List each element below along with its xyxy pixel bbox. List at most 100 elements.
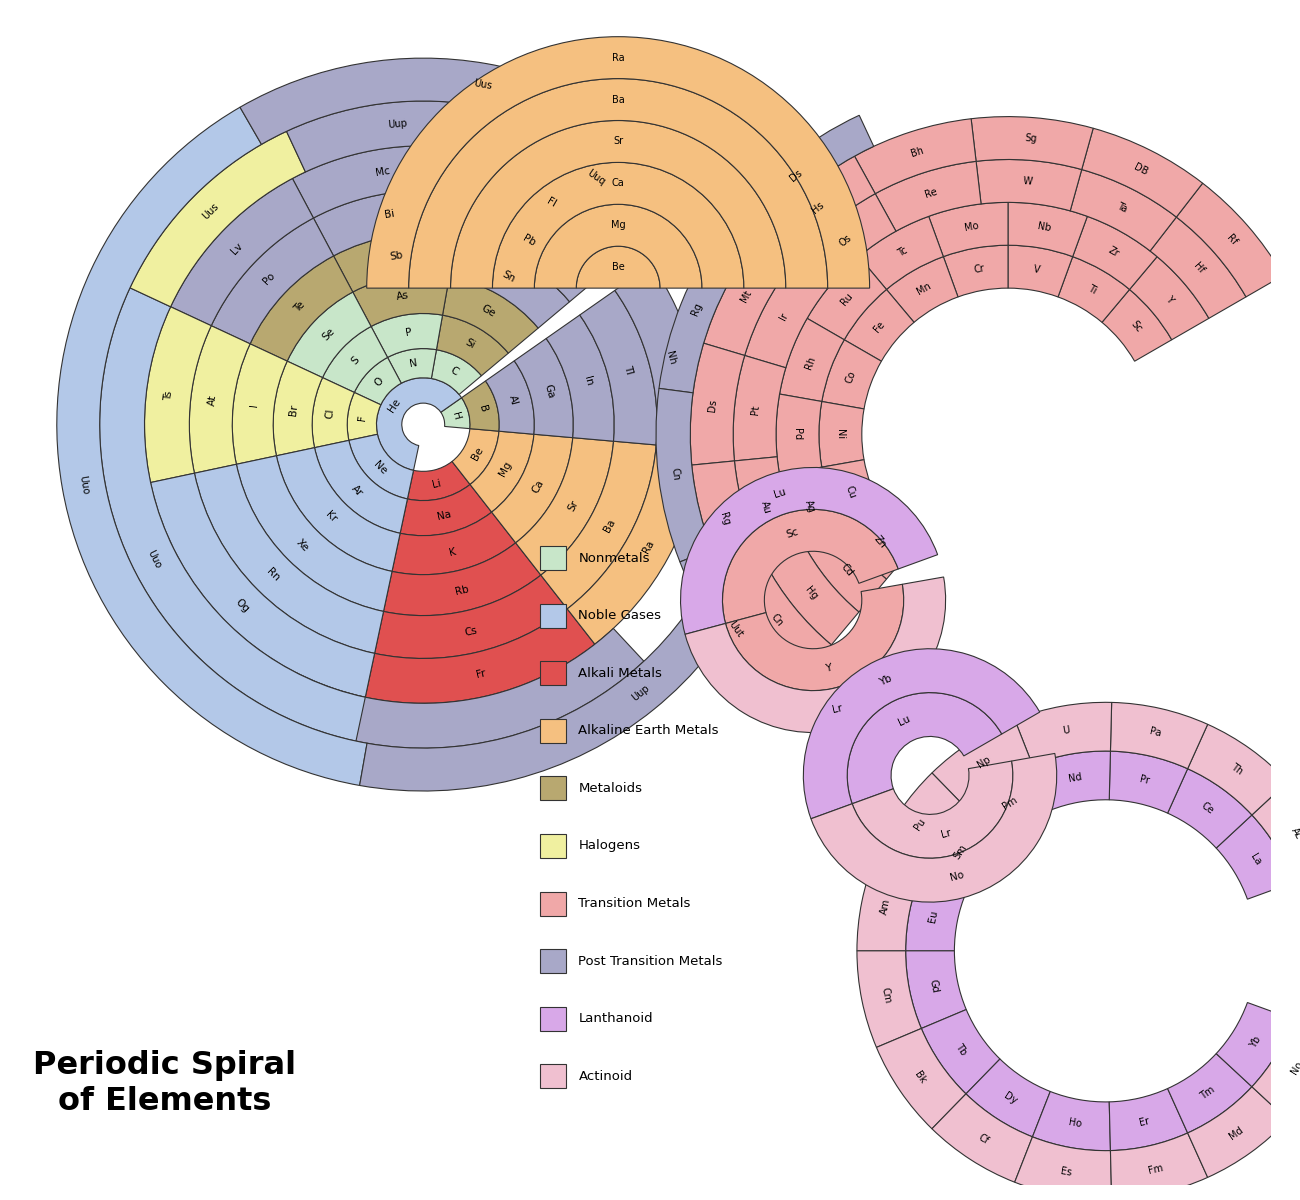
Text: Fe: Fe (872, 319, 887, 334)
Wedge shape (875, 161, 982, 232)
Wedge shape (723, 509, 898, 624)
Wedge shape (760, 156, 875, 262)
Text: Gd: Gd (927, 978, 940, 994)
Text: Nh: Nh (664, 350, 677, 366)
Text: Uup: Uup (387, 119, 407, 131)
Text: Os: Os (837, 233, 853, 248)
Text: C: C (448, 365, 460, 378)
Wedge shape (615, 265, 702, 449)
Wedge shape (1072, 216, 1157, 289)
Text: Metaloids: Metaloids (578, 782, 642, 794)
Wedge shape (734, 457, 803, 563)
Wedge shape (195, 464, 384, 653)
Wedge shape (348, 434, 413, 499)
Text: Rg: Rg (690, 301, 705, 318)
Wedge shape (347, 392, 381, 440)
Text: Rg: Rg (718, 511, 731, 527)
Wedge shape (780, 318, 844, 402)
Wedge shape (764, 542, 859, 644)
Text: H: H (450, 410, 461, 421)
Wedge shape (1252, 1019, 1300, 1120)
Text: Mg: Mg (498, 460, 514, 479)
Wedge shape (437, 316, 508, 376)
Wedge shape (1110, 702, 1208, 769)
Text: Y: Y (824, 662, 832, 673)
Wedge shape (966, 1058, 1050, 1136)
Text: Uuo: Uuo (77, 474, 90, 494)
Text: Xe: Xe (295, 538, 311, 553)
Text: Dy: Dy (1002, 1091, 1019, 1106)
Text: Cm: Cm (879, 986, 892, 1004)
Wedge shape (273, 361, 322, 456)
Wedge shape (944, 245, 1008, 296)
Wedge shape (312, 378, 355, 448)
Text: Np: Np (975, 755, 992, 770)
Text: Cu: Cu (844, 484, 858, 499)
Wedge shape (1015, 1136, 1112, 1199)
Wedge shape (546, 316, 615, 442)
Wedge shape (374, 575, 567, 659)
Wedge shape (377, 378, 462, 470)
Text: Ag: Ag (803, 499, 818, 514)
Text: Eu: Eu (927, 910, 940, 923)
Wedge shape (237, 456, 393, 612)
Wedge shape (780, 467, 844, 551)
Wedge shape (703, 235, 794, 355)
Wedge shape (360, 436, 789, 791)
Text: N: N (410, 359, 419, 370)
Wedge shape (659, 226, 751, 392)
Wedge shape (725, 584, 904, 691)
Text: Al: Al (507, 394, 520, 407)
Wedge shape (1130, 257, 1209, 340)
Wedge shape (1188, 725, 1287, 815)
Text: Yb: Yb (1248, 1034, 1262, 1050)
Text: Ta: Ta (1115, 202, 1128, 215)
Wedge shape (313, 191, 464, 256)
Text: In: In (582, 374, 594, 386)
Wedge shape (384, 542, 541, 616)
Text: Li: Li (432, 479, 442, 491)
Text: Nonmetals: Nonmetals (578, 552, 650, 564)
Text: Rf: Rf (1225, 233, 1239, 247)
Wedge shape (534, 204, 702, 288)
Text: Uup: Uup (629, 683, 651, 703)
Wedge shape (400, 485, 491, 535)
Wedge shape (724, 115, 874, 246)
Text: O: O (372, 376, 385, 389)
Text: Sr: Sr (566, 499, 580, 514)
Text: Y: Y (1164, 294, 1175, 305)
Text: Md: Md (1227, 1124, 1245, 1141)
Wedge shape (976, 160, 1082, 211)
Text: Ra: Ra (641, 539, 656, 556)
Wedge shape (464, 150, 637, 275)
Wedge shape (462, 380, 499, 431)
Text: Alkaline Earth Metals: Alkaline Earth Metals (578, 725, 719, 737)
Wedge shape (1058, 257, 1130, 323)
Text: Uut: Uut (727, 619, 745, 640)
Wedge shape (485, 361, 534, 434)
Wedge shape (387, 348, 437, 383)
Wedge shape (355, 358, 402, 404)
Wedge shape (100, 288, 365, 742)
Text: Cs: Cs (464, 625, 478, 638)
Wedge shape (370, 313, 442, 358)
Text: Au: Au (759, 499, 772, 515)
Wedge shape (495, 112, 688, 265)
Text: Se: Se (320, 326, 337, 343)
Text: Lr: Lr (831, 703, 844, 715)
Text: Periodic Spiral
of Elements: Periodic Spiral of Elements (34, 1050, 296, 1116)
Wedge shape (1070, 169, 1176, 251)
Text: Sc: Sc (785, 527, 800, 540)
Text: Ra: Ra (612, 53, 624, 62)
Text: La: La (1248, 852, 1262, 866)
Wedge shape (315, 440, 407, 533)
Text: As: As (395, 289, 410, 301)
Text: Nb: Nb (1037, 221, 1052, 233)
Text: Rh: Rh (803, 354, 818, 370)
Text: No: No (1290, 1060, 1300, 1076)
Wedge shape (432, 349, 481, 395)
Text: Ru: Ru (838, 290, 854, 307)
Wedge shape (456, 194, 602, 301)
Wedge shape (859, 216, 944, 289)
Text: Si: Si (463, 337, 477, 350)
